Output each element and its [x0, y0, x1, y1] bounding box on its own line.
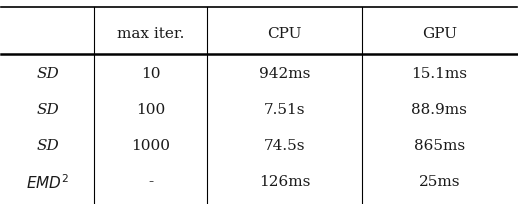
Text: 942ms: 942ms: [259, 67, 310, 81]
Text: SD: SD: [36, 103, 59, 117]
Text: 126ms: 126ms: [259, 175, 310, 190]
Text: -: -: [148, 175, 153, 190]
Text: max iter.: max iter.: [117, 27, 184, 41]
Text: 25ms: 25ms: [419, 175, 460, 190]
Text: GPU: GPU: [422, 27, 457, 41]
Text: SD: SD: [36, 139, 59, 153]
Text: 10: 10: [141, 67, 161, 81]
Text: 15.1ms: 15.1ms: [411, 67, 467, 81]
Text: CPU: CPU: [267, 27, 302, 41]
Text: 7.51s: 7.51s: [264, 103, 306, 117]
Text: 88.9ms: 88.9ms: [411, 103, 467, 117]
Text: 865ms: 865ms: [414, 139, 465, 153]
Text: 1000: 1000: [131, 139, 170, 153]
Text: 100: 100: [136, 103, 165, 117]
Text: 74.5s: 74.5s: [264, 139, 306, 153]
Text: SD: SD: [36, 67, 59, 81]
Text: $\mathit{EMD}^2$: $\mathit{EMD}^2$: [26, 173, 69, 192]
